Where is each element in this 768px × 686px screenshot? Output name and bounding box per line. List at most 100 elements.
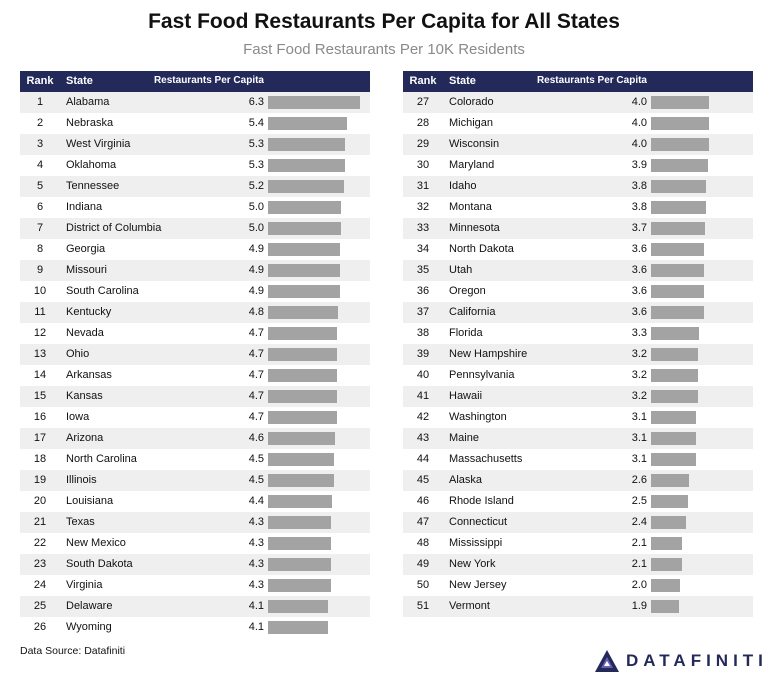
table-row: 9 Missouri 4.9 bbox=[20, 260, 370, 281]
state-cell: Vermont bbox=[449, 600, 490, 612]
rank-cell: 30 bbox=[416, 159, 430, 171]
rank-cell: 1 bbox=[36, 96, 44, 108]
value-label: 6.3 bbox=[248, 96, 264, 108]
state-cell: Montana bbox=[449, 201, 492, 213]
rank-cell: 2 bbox=[36, 117, 44, 129]
value-bar bbox=[268, 558, 331, 571]
rank-cell: 12 bbox=[33, 327, 47, 339]
value-bar bbox=[651, 453, 697, 466]
rank-cell: 11 bbox=[34, 306, 46, 318]
value-bar bbox=[651, 558, 682, 571]
table-row: 17 Arizona 4.6 bbox=[20, 428, 370, 449]
logo-mark-icon bbox=[595, 650, 619, 672]
state-cell: Florida bbox=[449, 327, 483, 339]
state-cell: Alabama bbox=[66, 96, 110, 108]
table-row: 5 Tennessee 5.2 bbox=[20, 176, 370, 197]
rank-cell: 45 bbox=[416, 474, 430, 486]
table-row: 19 Illinois 4.5 bbox=[20, 470, 370, 491]
table-row: 43 Maine 3.1 bbox=[403, 428, 753, 449]
rank-cell: 50 bbox=[416, 579, 430, 591]
table-row: 2 Nebraska 5.4 bbox=[20, 113, 370, 134]
value-label: 3.2 bbox=[631, 369, 647, 381]
value-bar bbox=[651, 306, 704, 319]
value-header: Restaurants Per Capita bbox=[536, 75, 647, 86]
value-label: 4.1 bbox=[248, 600, 264, 612]
value-bar bbox=[651, 159, 708, 172]
rank-cell: 14 bbox=[33, 369, 47, 381]
value-bar bbox=[268, 537, 331, 550]
rank-cell: 17 bbox=[33, 432, 47, 444]
value-label: 3.3 bbox=[631, 327, 647, 339]
value-bar bbox=[268, 306, 339, 319]
rank-cell: 44 bbox=[416, 453, 430, 465]
value-bar bbox=[651, 369, 698, 382]
value-label: 4.9 bbox=[248, 243, 264, 255]
table-row: 14 Arkansas 4.7 bbox=[20, 365, 370, 386]
state-cell: Kentucky bbox=[66, 306, 112, 318]
value-bar bbox=[268, 138, 346, 151]
state-cell: Washington bbox=[449, 411, 507, 423]
state-cell: North Dakota bbox=[449, 243, 514, 255]
value-label: 4.0 bbox=[631, 117, 647, 129]
state-cell: Wyoming bbox=[66, 621, 112, 633]
rank-cell: 28 bbox=[416, 117, 430, 129]
value-bar bbox=[268, 159, 346, 172]
table-row: 15 Kansas 4.7 bbox=[20, 386, 370, 407]
value-label: 3.6 bbox=[631, 306, 647, 318]
state-cell: New Mexico bbox=[66, 537, 126, 549]
table-row: 13 Ohio 4.7 bbox=[20, 344, 370, 365]
table-row: 21 Texas 4.3 bbox=[20, 512, 370, 533]
value-bar bbox=[651, 474, 689, 487]
ranking-table-right: Rank State Restaurants Per Capita 27 Colo… bbox=[403, 71, 753, 617]
table-row: 40 Pennsylvania 3.2 bbox=[403, 365, 753, 386]
value-label: 3.1 bbox=[631, 432, 647, 444]
table-row: 6 Indiana 5.0 bbox=[20, 197, 370, 218]
rank-cell: 34 bbox=[416, 243, 430, 255]
data-source-note: Data Source: Datafiniti bbox=[20, 645, 126, 657]
table-header: Rank State Restaurants Per Capita bbox=[403, 71, 753, 92]
value-bar bbox=[651, 537, 682, 550]
rank-cell: 4 bbox=[36, 159, 44, 171]
rank-cell: 21 bbox=[33, 516, 47, 528]
value-label: 3.1 bbox=[631, 453, 647, 465]
state-cell: Delaware bbox=[66, 600, 113, 612]
state-cell: Massachusetts bbox=[449, 453, 523, 465]
state-cell: Utah bbox=[449, 264, 473, 276]
value-label: 4.0 bbox=[631, 96, 647, 108]
value-bar bbox=[268, 432, 336, 445]
state-cell: Oregon bbox=[449, 285, 486, 297]
table-row: 42 Washington 3.1 bbox=[403, 407, 753, 428]
value-label: 3.8 bbox=[631, 180, 647, 192]
table-row: 49 New York 2.1 bbox=[403, 554, 753, 575]
state-cell: Wisconsin bbox=[449, 138, 500, 150]
table-row: 18 North Carolina 4.5 bbox=[20, 449, 370, 470]
state-cell: Ohio bbox=[66, 348, 90, 360]
value-bar bbox=[268, 579, 331, 592]
value-label: 4.8 bbox=[248, 306, 264, 318]
table-row: 4 Oklahoma 5.3 bbox=[20, 155, 370, 176]
state-cell: Tennessee bbox=[66, 180, 120, 192]
table-row: 25 Delaware 4.1 bbox=[20, 596, 370, 617]
rank-cell: 42 bbox=[416, 411, 430, 423]
state-cell: Missouri bbox=[66, 264, 107, 276]
state-cell: Nebraska bbox=[66, 117, 114, 129]
value-bar bbox=[268, 348, 337, 361]
rank-cell: 8 bbox=[36, 243, 44, 255]
table-row: 12 Nevada 4.7 bbox=[20, 323, 370, 344]
rank-cell: 24 bbox=[33, 579, 47, 591]
state-cell: Maine bbox=[449, 432, 479, 444]
rank-cell: 3 bbox=[36, 138, 44, 150]
value-bar bbox=[268, 327, 337, 340]
table-row: 26 Wyoming 4.1 bbox=[20, 617, 370, 638]
value-bar bbox=[268, 117, 347, 130]
rank-cell: 13 bbox=[33, 348, 47, 360]
value-label: 3.8 bbox=[631, 201, 647, 213]
value-bar bbox=[651, 222, 706, 235]
value-bar bbox=[268, 453, 334, 466]
value-bar bbox=[651, 516, 687, 529]
rank-cell: 35 bbox=[416, 264, 430, 276]
value-label: 4.3 bbox=[248, 537, 264, 549]
state-cell: South Carolina bbox=[66, 285, 139, 297]
table-row: 34 North Dakota 3.6 bbox=[403, 239, 753, 260]
rank-cell: 38 bbox=[416, 327, 430, 339]
